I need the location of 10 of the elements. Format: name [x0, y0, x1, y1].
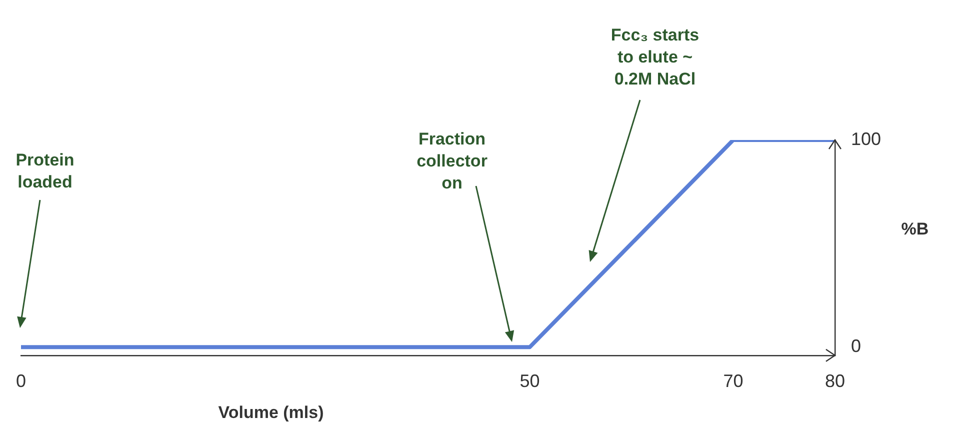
y-axis-title: %B — [901, 220, 929, 239]
annotation: Protein loaded — [16, 150, 74, 192]
x-tick-label: 70 — [723, 371, 744, 392]
annotation: Fraction collector on — [416, 130, 488, 193]
y-tick-label: 100 — [850, 128, 882, 149]
text: Fcc₃ starts to elute ~ 0.2M NaCl — [610, 26, 700, 89]
x-tick-label: 80 — [824, 371, 845, 392]
x-tick-label: 0 — [16, 371, 26, 392]
x-tick-label: 50 — [520, 371, 540, 392]
x-axis-title: Volume (mls) — [218, 403, 324, 422]
